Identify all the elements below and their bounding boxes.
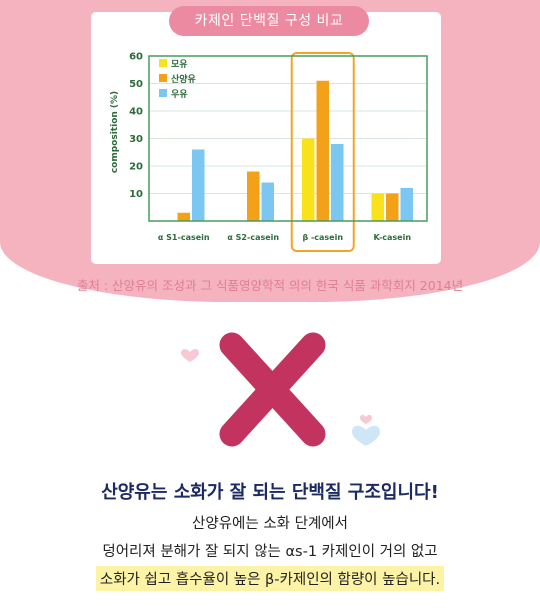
body-line-1: 산양유에는 소화 단계에서 — [0, 512, 540, 533]
body-line-2: 덩어리져 분해가 잘 되지 않는 αs-1 카제인이 거의 없고 — [0, 540, 540, 561]
body-line-3: 소화가 쉽고 흡수율이 높은 β-카제인의 함량이 높습니다. — [0, 566, 540, 591]
highlighted-text: 소화가 쉽고 흡수율이 높은 β-카제인의 함량이 높습니다. — [96, 566, 444, 591]
heart-icon — [360, 415, 372, 424]
headline: 산양유는 소화가 잘 되는 단백질 구조입니다! — [0, 478, 540, 504]
heart-icon — [181, 349, 199, 362]
x-mark-illustration — [0, 0, 540, 460]
heart-icon — [352, 426, 380, 446]
